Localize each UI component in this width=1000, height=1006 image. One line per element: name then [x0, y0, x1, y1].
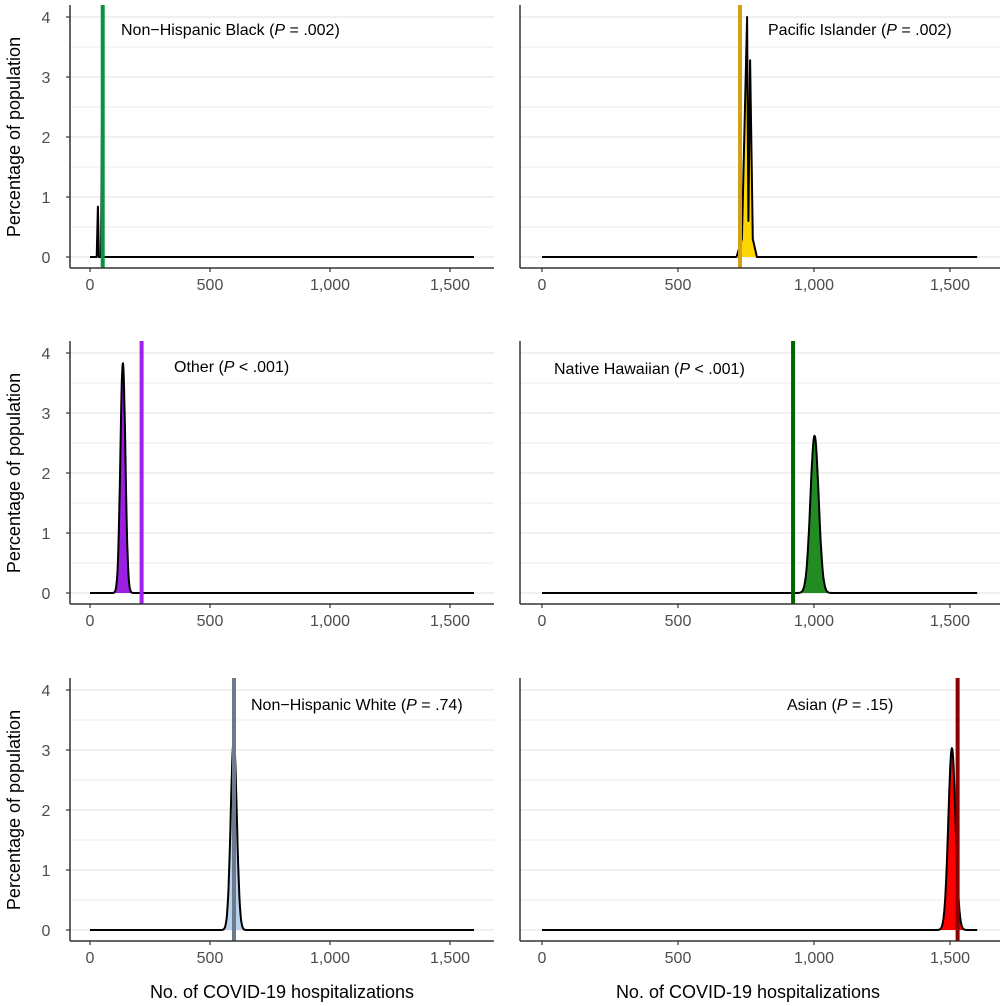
- density-fill: [542, 435, 978, 593]
- group-label: Asian (: [787, 697, 837, 714]
- panel-annotation: Other (P < .001): [174, 359, 289, 376]
- panel-0: 0 500 1,000 1,500 0 1 2 3 4 Percentage of populat…: [4, 5, 494, 294]
- x-tick-label: 500: [665, 950, 692, 967]
- x-tick-label: 0: [86, 277, 95, 294]
- panel-annotation: Non−Hispanic White (P = .74): [251, 697, 463, 714]
- x-tick-label: 0: [538, 277, 547, 294]
- x-tick-label: 1,500: [430, 613, 470, 630]
- y-tick-label: 1: [42, 190, 51, 207]
- p-symbol: P: [837, 697, 848, 714]
- panel-annotation: Asian (P = .15): [787, 697, 893, 714]
- p-symbol: P: [406, 697, 417, 714]
- panel-annotation: Native Hawaiian (P < .001): [554, 361, 745, 378]
- y-tick-label: 1: [42, 526, 51, 543]
- y-axis-title: Percentage of population: [4, 37, 24, 237]
- p-value: < .001): [234, 359, 289, 376]
- group-label: Pacific Islander (: [768, 22, 887, 39]
- x-tick-label: 1,000: [310, 613, 350, 630]
- x-tick-label: 500: [197, 950, 224, 967]
- density-fill: [90, 363, 474, 593]
- y-tick-label: 0: [42, 923, 51, 940]
- panel-1: 0 500 1,000 1,500 Pacific Islander (P = .002…: [519, 5, 1000, 294]
- group-label: Other (: [174, 359, 224, 376]
- group-label: Non−Hispanic White (: [251, 697, 407, 714]
- x-tick-label: 1,500: [430, 950, 470, 967]
- y-tick-label: 4: [42, 683, 51, 700]
- x-tick-label: 1,000: [310, 950, 350, 967]
- x-tick-label: 500: [665, 613, 692, 630]
- density-curve: [542, 747, 978, 931]
- y-tick-label: 3: [42, 70, 51, 87]
- x-tick-label: 1,000: [794, 613, 834, 630]
- y-tick-label: 3: [42, 406, 51, 423]
- x-tick-label: 1,500: [930, 950, 970, 967]
- panel-4: 0 500 1,000 1,500 0 1 2 3 4 Percentage of populat…: [4, 678, 494, 1002]
- p-symbol: P: [679, 361, 690, 378]
- y-axis-title: Percentage of population: [4, 710, 24, 910]
- x-tick-label: 0: [538, 950, 547, 967]
- density-fill: [90, 739, 474, 930]
- x-tick-label: 1,500: [930, 277, 970, 294]
- x-axis-title: No. of COVID-19 hospitalizations: [150, 982, 414, 1002]
- y-tick-label: 0: [42, 586, 51, 603]
- panel-annotation: Non−Hispanic Black (P = .002): [121, 22, 340, 39]
- group-label: Non−Hispanic Black (: [121, 22, 275, 39]
- density-curve: [90, 362, 474, 594]
- density-curve: [90, 738, 474, 931]
- x-tick-label: 500: [665, 277, 692, 294]
- x-tick-label: 500: [197, 277, 224, 294]
- panel-annotation: Pacific Islander (P = .002): [768, 22, 952, 39]
- x-tick-label: 1,000: [310, 277, 350, 294]
- x-tick-label: 0: [86, 950, 95, 967]
- p-value: = .74): [417, 697, 463, 714]
- p-symbol: P: [224, 359, 235, 376]
- group-label: Native Hawaiian (: [554, 361, 680, 378]
- y-tick-label: 4: [42, 10, 51, 27]
- p-value: = .002): [897, 22, 952, 39]
- density-curve: [90, 119, 474, 258]
- x-tick-label: 1,000: [794, 950, 834, 967]
- density-fill: [542, 748, 978, 930]
- x-tick-label: 1,000: [794, 277, 834, 294]
- y-tick-label: 0: [42, 250, 51, 267]
- density-curve: [542, 434, 978, 594]
- p-value: = .002): [285, 22, 340, 39]
- p-symbol: P: [274, 22, 285, 39]
- y-tick-label: 3: [42, 743, 51, 760]
- y-tick-label: 2: [42, 130, 51, 147]
- y-tick-label: 4: [42, 346, 51, 363]
- p-value: < .001): [690, 361, 745, 378]
- panel-5: 0 500 1,000 1,500 No. of COVID-19 hospitaliz…: [519, 678, 1000, 1002]
- x-tick-label: 0: [86, 613, 95, 630]
- y-tick-label: 2: [42, 466, 51, 483]
- panel-2: 0 500 1,000 1,500 0 1 2 3 4 Percentage of populat…: [4, 341, 494, 630]
- x-tick-label: 0: [538, 613, 547, 630]
- x-tick-label: 1,500: [930, 613, 970, 630]
- x-tick-label: 500: [197, 613, 224, 630]
- p-value: = .15): [847, 697, 893, 714]
- panel-3: 0 500 1,000 1,500 Native Hawaiian (P < .001): [519, 341, 1000, 630]
- p-symbol: P: [886, 22, 897, 39]
- y-tick-label: 1: [42, 863, 51, 880]
- x-axis-title: No. of COVID-19 hospitalizations: [616, 982, 880, 1002]
- density-fill: [90, 120, 474, 257]
- y-axis-title: Percentage of population: [4, 373, 24, 573]
- x-tick-label: 1,500: [430, 277, 470, 294]
- y-tick-label: 2: [42, 803, 51, 820]
